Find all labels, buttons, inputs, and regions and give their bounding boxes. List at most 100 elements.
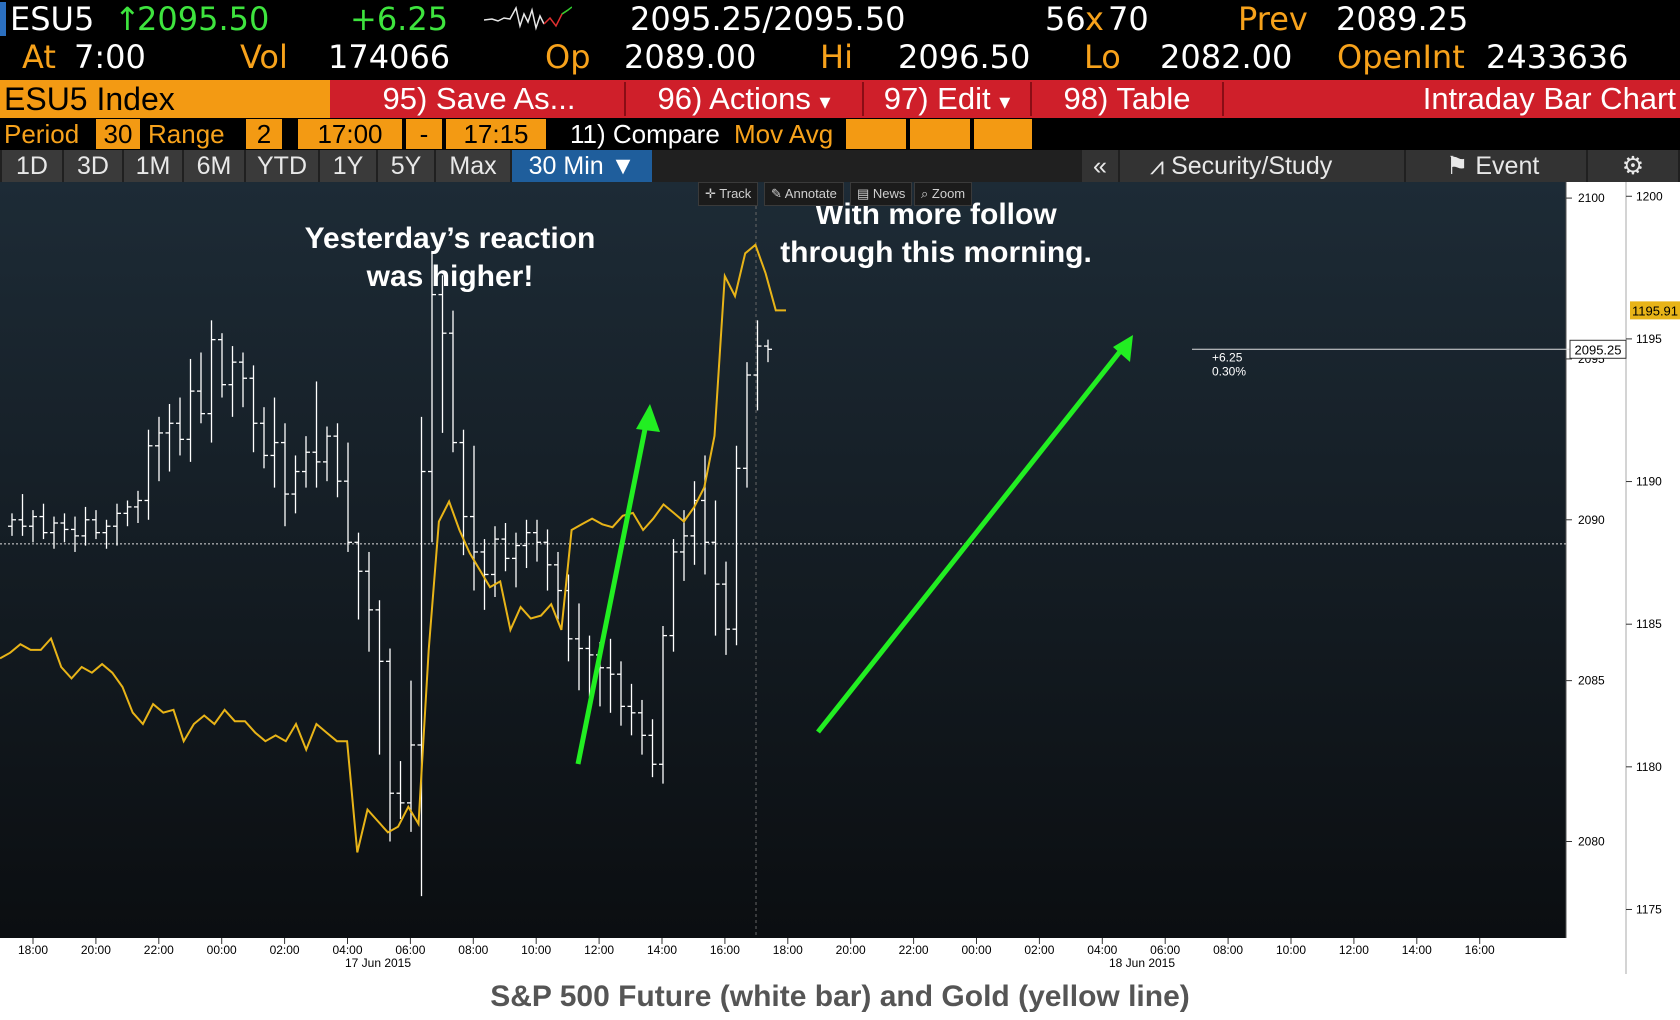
es-bar [648,719,657,778]
gold-last-tag: 1195.91 [1630,301,1680,320]
es-bar [323,426,331,482]
es-bar [249,365,258,453]
es-bar [60,513,69,543]
mov-avg-field-1[interactable] [846,119,906,149]
time-tick-label: 20:00 [81,943,111,957]
es-bar [134,490,142,524]
actions-button[interactable]: 96) Actions ▾ [626,80,862,118]
es-bar [543,529,552,591]
es-bar [764,339,772,363]
prev-label: Prev [1238,0,1308,38]
zoom-label: Zoom [931,186,966,201]
range-field[interactable]: 2 [246,119,282,149]
es-bar [102,519,111,549]
mov-avg-field-3[interactable] [974,119,1032,149]
es-bar [176,397,184,456]
es-bars [8,252,772,897]
es-bar [617,661,625,726]
annotate-tool[interactable]: ✎ Annotate [764,182,844,206]
gold-last-tag-text: 1195.91 [1632,303,1678,318]
time-tick-label: 10:00 [1276,943,1306,957]
collapse-button[interactable]: « [1082,150,1118,182]
range-max[interactable]: Max [436,150,510,182]
time-tick-label: 22:00 [144,943,174,957]
openint-label: OpenInt [1337,38,1465,76]
edit-button[interactable]: 97) Edit ▾ [864,80,1030,118]
gold-line [0,243,786,853]
track-label: Track [719,186,752,201]
es-bar [638,699,646,755]
es-bar [92,510,100,540]
security-study-button[interactable]: ⩘ Security/Study [1120,150,1404,182]
security-study-label: Security/Study [1171,152,1333,180]
es-bar [228,346,237,417]
time-tick-label: 06:00 [395,943,425,957]
arrow-left [575,404,660,765]
es-bar [732,445,741,646]
es-bar [554,551,562,620]
es-bar [344,442,352,552]
date-label-1: 17 Jun 2015 [345,956,411,970]
mov-avg-button[interactable]: Mov Avg [734,119,834,149]
es-bar [449,310,457,453]
es-bar [39,503,48,540]
plot-background [0,182,1566,938]
range-5y[interactable]: 5Y [378,150,434,182]
zoom-tool[interactable]: ⌕ Zoom [914,182,973,206]
compare-button[interactable]: 11) Compare [570,119,720,149]
time-tick-label: 14:00 [647,943,677,957]
date-label-2: 18 Jun 2015 [1109,956,1175,970]
left-tick-label: 2085 [1578,674,1605,688]
es-bar [428,252,436,543]
op-label: Op [545,38,591,76]
hi-value: 2096.50 [898,38,1031,76]
range-3d[interactable]: 3D [64,150,122,182]
es-bar [533,519,541,562]
range-6m[interactable]: 6M [184,150,244,182]
last-price: 2095.50 [137,0,270,38]
arrow-right [816,335,1133,734]
table-button[interactable]: 98) Table [1063,81,1191,116]
range-1y[interactable]: 1Y [320,150,376,182]
period-field[interactable]: 30 [96,119,140,149]
es-bar [260,407,268,469]
time-tick-label: 22:00 [899,943,929,957]
es-bar [29,510,37,543]
time-tick-label: 00:00 [207,943,237,957]
es-last-tag: 2095.25 [1569,339,1627,359]
es-bar [312,381,321,488]
es-bar [281,423,289,527]
annotation-right-2: through this morning. [780,236,1092,269]
end-time-field[interactable]: 17:15 [446,119,546,149]
edit-label: 97) Edit [883,81,991,116]
time-tick-label: 12:00 [584,943,614,957]
es-bar [123,500,132,527]
es-bar [512,532,520,588]
es-bar [606,638,615,713]
es-bar [585,635,594,697]
left-tick-label: 2090 [1578,513,1605,527]
event-button[interactable]: ⚑ Event [1406,150,1586,182]
chevron-down-icon: ▾ [999,89,1011,114]
annotate-label: Annotate [784,186,837,201]
start-time-field[interactable]: 17:00 [298,119,402,149]
track-tool[interactable]: ✛ Track [698,182,759,206]
interval-select[interactable]: 30 Min ▼ [512,150,652,182]
mov-avg-field-2[interactable] [910,119,970,149]
toolbar: ESU5 Index 95) Save As... 96) Actions ▾ … [0,80,1680,118]
security-field[interactable]: ESU5 Index [0,80,330,118]
quote-time: 7:00 [74,38,146,76]
gear-icon[interactable]: ⚙ [1588,150,1678,182]
size-separator: x [1085,0,1104,38]
axis-background [1566,182,1680,974]
range-1d[interactable]: 1D [2,150,62,182]
es-bar [711,500,720,636]
time-tick-label: 12:00 [1339,943,1369,957]
range-ytd[interactable]: YTD [246,150,318,182]
es-bar [144,429,153,520]
range-1m[interactable]: 1M [124,150,182,182]
up-arrow-icon: ↑ [114,0,141,38]
save-as-button[interactable]: 95) Save As... [382,81,576,116]
news-tool[interactable]: ▤ News [850,182,913,206]
